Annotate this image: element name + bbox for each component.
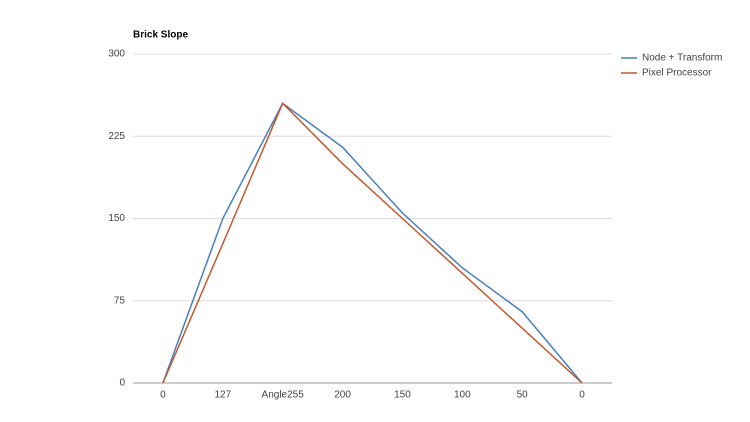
y-tick-label: 75 bbox=[114, 295, 126, 306]
legend-label: Node + Transform bbox=[642, 53, 722, 64]
x-tick-label: 50 bbox=[517, 390, 529, 401]
series-line bbox=[162, 102, 583, 384]
x-tick-label: Angle255 bbox=[262, 390, 305, 401]
x-tick-label: 150 bbox=[394, 390, 411, 401]
x-tick-label: 0 bbox=[160, 390, 166, 401]
y-tick-label: 150 bbox=[108, 213, 125, 224]
y-tick-label: 300 bbox=[108, 49, 125, 60]
x-tick-label: 200 bbox=[334, 390, 351, 401]
x-tick-label: 0 bbox=[579, 390, 585, 401]
y-tick-label: 225 bbox=[108, 131, 125, 142]
series-line bbox=[162, 102, 583, 384]
legend-label: Pixel Processor bbox=[642, 68, 712, 79]
y-tick-label: 0 bbox=[119, 378, 125, 389]
x-tick-label: 127 bbox=[214, 390, 231, 401]
chart-title: Brick Slope bbox=[133, 30, 188, 41]
x-tick-label: 100 bbox=[454, 390, 471, 401]
